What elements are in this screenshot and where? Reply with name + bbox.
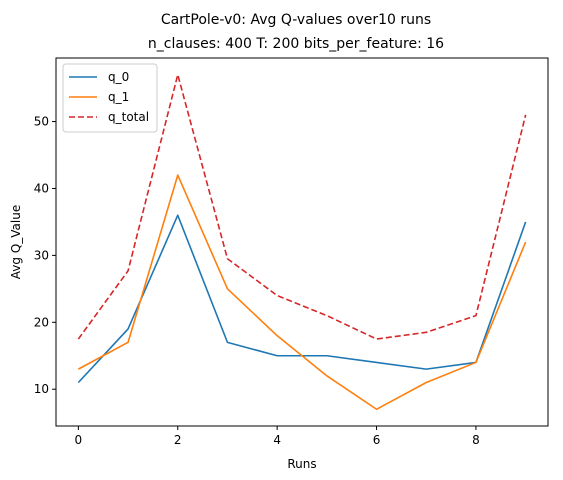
legend-label-q-total: q_total — [108, 110, 149, 124]
y-axis-label: Avg Q_Value — [9, 205, 23, 279]
x-tick-label: 0 — [75, 433, 83, 447]
x-tick-label: 2 — [174, 433, 182, 447]
y-tick-label: 50 — [34, 115, 49, 129]
legend-label-q-0: q_0 — [108, 70, 129, 84]
series-layer — [77, 73, 527, 411]
chart-title: CartPole-v0: Avg Q-values over10 runs — [161, 12, 431, 28]
plot-area: 0 2 4 6 8 10 20 30 40 50 — [34, 57, 549, 447]
legend-box — [62, 63, 158, 133]
series-line-q-total — [77, 73, 527, 340]
x-tick-label: 8 — [472, 433, 480, 447]
y-tick-label: 10 — [34, 382, 49, 396]
x-axis: 0 2 4 6 8 — [75, 426, 480, 447]
legend: q_0 q_1 q_total — [62, 63, 158, 133]
series-line-q-1 — [77, 174, 527, 411]
y-axis: 10 20 30 40 50 — [34, 115, 56, 396]
x-tick-label: 4 — [273, 433, 281, 447]
legend-label-q-1: q_1 — [108, 90, 129, 104]
y-tick-label: 30 — [34, 248, 49, 262]
series-line-q-0 — [77, 214, 527, 384]
x-tick-label: 6 — [373, 433, 381, 447]
x-axis-label: Runs — [287, 457, 316, 471]
plot-frame — [55, 57, 549, 427]
chart-subtitle: n_clauses: 400 T: 200 bits_per_feature: … — [148, 36, 444, 52]
y-tick-label: 20 — [34, 315, 49, 329]
y-tick-label: 40 — [34, 181, 49, 195]
